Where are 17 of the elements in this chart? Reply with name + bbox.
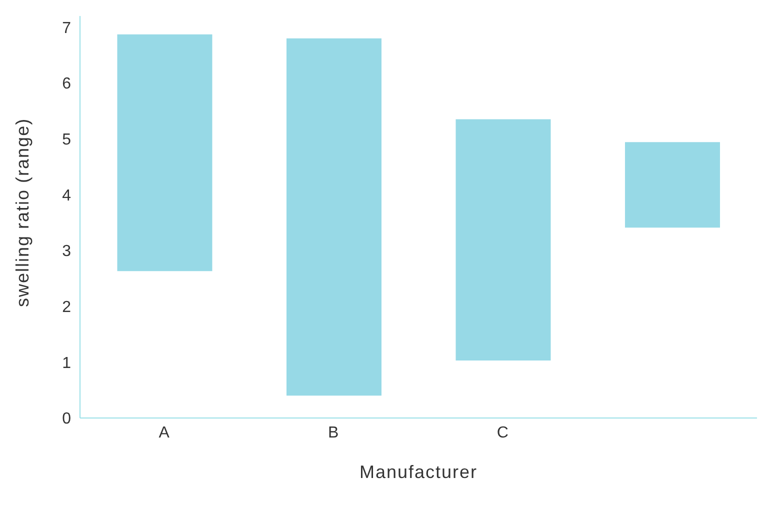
x-tick-label: B <box>328 424 340 442</box>
y-tick-label: 5 <box>62 132 72 149</box>
y-tick-label: 3 <box>62 243 72 260</box>
y-tick-label: 1 <box>62 354 72 372</box>
x-axis-title: Manufacturer <box>359 462 478 482</box>
bar <box>456 119 551 360</box>
x-tick-label: A <box>158 424 170 442</box>
y-tick-label: 0 <box>62 410 72 428</box>
x-tick-label: C <box>496 424 510 442</box>
y-tick-label: 4 <box>62 187 72 204</box>
bar <box>117 34 212 272</box>
y-tick-label: 2 <box>62 299 72 316</box>
bar <box>624 142 720 228</box>
y-tick-label: 7 <box>62 20 72 37</box>
y-tick-label: 6 <box>62 76 72 93</box>
bar <box>286 38 382 396</box>
y-axis-title: swelling ratio (range) <box>12 118 32 307</box>
